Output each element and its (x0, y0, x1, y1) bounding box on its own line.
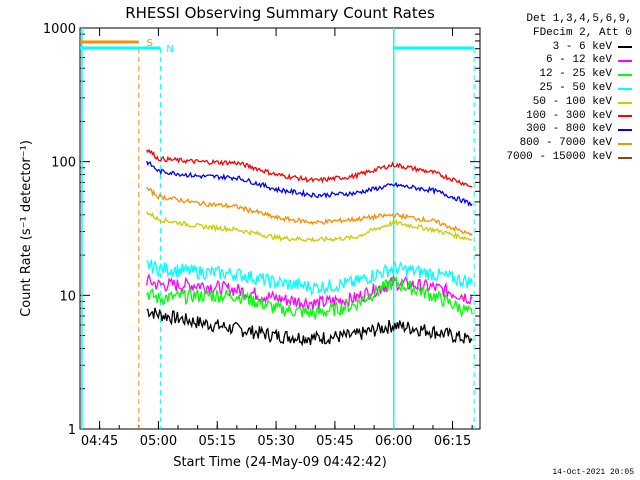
x-tick-label: 05:00 (140, 434, 177, 449)
legend-swatch (618, 87, 632, 90)
legend-entry: 25 - 50 keV (482, 82, 632, 96)
legend-label: 3 - 6 keV (552, 40, 612, 53)
legend-swatch (618, 143, 632, 146)
x-tick-label: 06:15 (434, 434, 471, 449)
legend-swatch (618, 60, 632, 63)
legend-label: 25 - 50 keV (539, 81, 612, 94)
series-line-6-12-kev (146, 272, 473, 311)
legend-label: 12 - 25 keV (539, 68, 612, 81)
y-tick-label: 1 (68, 423, 76, 438)
legend-entry: 12 - 25 keV (482, 68, 632, 82)
legend-label: 50 - 100 keV (532, 95, 612, 108)
legend-swatch (618, 74, 632, 77)
legend-entry: 7000 - 15000 keV (482, 151, 632, 165)
legend-header-line-2: FDecim 2, Att 0 (532, 26, 632, 39)
x-axis-label: Start Time (24-May-09 04:42:42) (173, 455, 387, 470)
x-tick-label: 05:45 (316, 434, 353, 449)
legend-entry: 50 - 100 keV (482, 96, 632, 110)
series-line-800-7000-kev (146, 186, 473, 237)
series-line-12-25-kev (146, 275, 473, 320)
legend-label: 6 - 12 keV (545, 54, 612, 67)
legend-entry: 6 - 12 keV (482, 54, 632, 68)
y-axis-label: Count Rate (s⁻¹ detector⁻¹) (19, 140, 34, 317)
legend-entry: 800 - 7000 keV (482, 137, 632, 151)
legend-entry: 100 - 300 keV (482, 110, 632, 124)
x-tick-label: 05:30 (257, 434, 294, 449)
legend-entry: 3 - 6 keV (482, 41, 632, 55)
series-line-300-800-kev (146, 160, 473, 207)
flag-label-s: S (147, 38, 153, 49)
legend-swatch (618, 156, 632, 159)
series-line-25-50-kev (146, 259, 473, 297)
legend-label: 7000 - 15000 keV (506, 150, 612, 163)
legend-entry: 300 - 800 keV (482, 123, 632, 137)
legend-label: 100 - 300 keV (526, 109, 612, 122)
legend-label: 300 - 800 keV (526, 123, 612, 136)
legend: Det 1,3,4,5,6,9, FDecim 2, Att 0 3 - 6 k… (482, 13, 632, 165)
legend-label: 800 - 7000 keV (519, 137, 612, 150)
legend-swatch (618, 46, 632, 49)
series-line-3-6-kev (146, 307, 473, 347)
flag-label-n: N (166, 44, 173, 55)
chart-title: RHESSI Observing Summary Count Rates (125, 4, 435, 22)
y-tick-label: 1000 (43, 22, 76, 37)
y-tick-label: 10 (59, 289, 76, 304)
legend-swatch (618, 129, 632, 132)
series-line-100-300-kev (146, 148, 473, 188)
x-tick-label: 06:00 (375, 434, 412, 449)
footer-timestamp: 14-Oct-2021 20:05 (552, 468, 634, 477)
legend-swatch (618, 101, 632, 104)
legend-swatch (618, 115, 632, 118)
x-tick-label: 04:45 (81, 434, 118, 449)
legend-header-line-1: Det 1,3,4,5,6,9, (526, 13, 632, 25)
series-line-50-100-kev (146, 211, 473, 243)
x-tick-label: 05:15 (199, 434, 236, 449)
plot-frame (79, 27, 481, 430)
y-tick-label: 100 (51, 156, 76, 171)
